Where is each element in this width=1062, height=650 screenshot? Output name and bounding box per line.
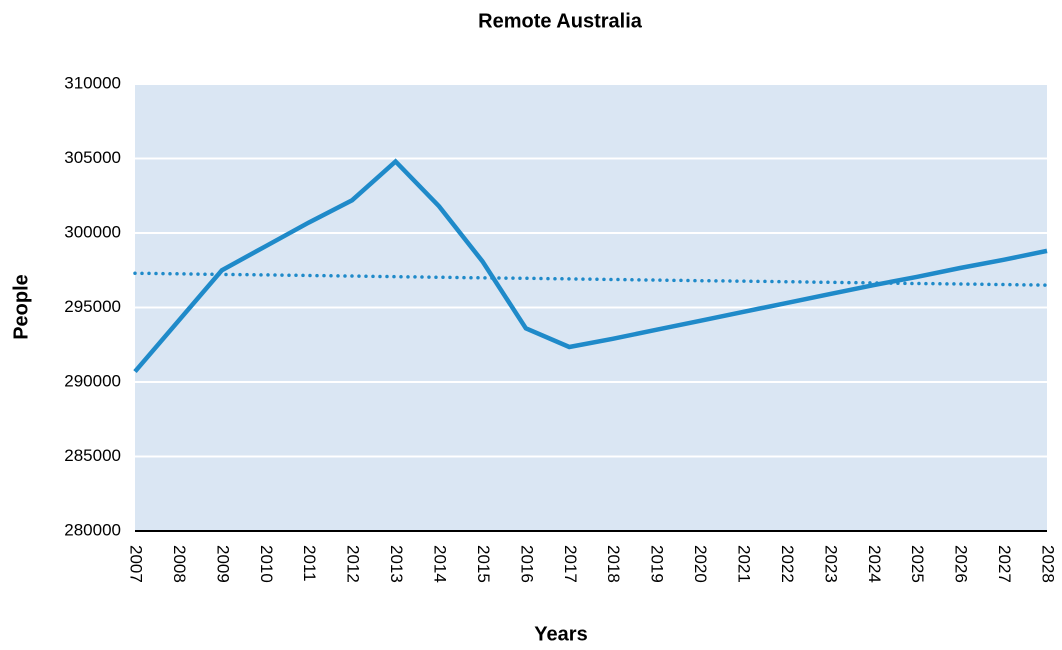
y-tick-label: 310000 [64, 73, 121, 92]
y-tick-label: 285000 [64, 446, 121, 465]
x-tick-label: 2019 [648, 545, 667, 583]
x-tick-label: 2025 [908, 545, 927, 583]
x-tick-label: 2008 [170, 545, 189, 583]
x-tick-label: 2017 [561, 545, 580, 583]
x-tick-label: 2012 [344, 545, 363, 583]
y-axis-label: People [10, 274, 32, 340]
x-tick-label: 2014 [431, 545, 450, 583]
x-tick-label: 2020 [691, 545, 710, 583]
x-tick-label: 2013 [387, 545, 406, 583]
x-tick-label: 2011 [300, 545, 319, 582]
x-tick-label: 2010 [257, 545, 276, 583]
x-tick-label: 2018 [604, 545, 623, 583]
y-tick-label: 280000 [64, 520, 121, 539]
y-tick-label: 290000 [64, 371, 121, 390]
x-tick-label: 2028 [1039, 545, 1058, 583]
x-tick-label: 2009 [213, 545, 232, 583]
x-tick-label: 2016 [517, 545, 536, 583]
x-tick-label: 2015 [474, 545, 493, 583]
x-tick-label: 2021 [735, 545, 754, 583]
y-tick-label: 300000 [64, 222, 121, 241]
x-tick-label: 2024 [865, 545, 884, 583]
x-tick-label: 2007 [127, 545, 146, 583]
x-tick-label: 2023 [821, 545, 840, 583]
x-tick-label: 2022 [778, 545, 797, 583]
series-line [133, 158, 1048, 374]
series-line [133, 271, 1049, 287]
x-axis-label: Years [534, 623, 587, 645]
y-tick-label: 295000 [64, 297, 121, 316]
chart-title: Remote Australia [478, 10, 643, 32]
x-tick-label: 2026 [952, 545, 971, 583]
y-tick-label: 305000 [64, 148, 121, 167]
x-tick-label: 2027 [995, 545, 1014, 583]
